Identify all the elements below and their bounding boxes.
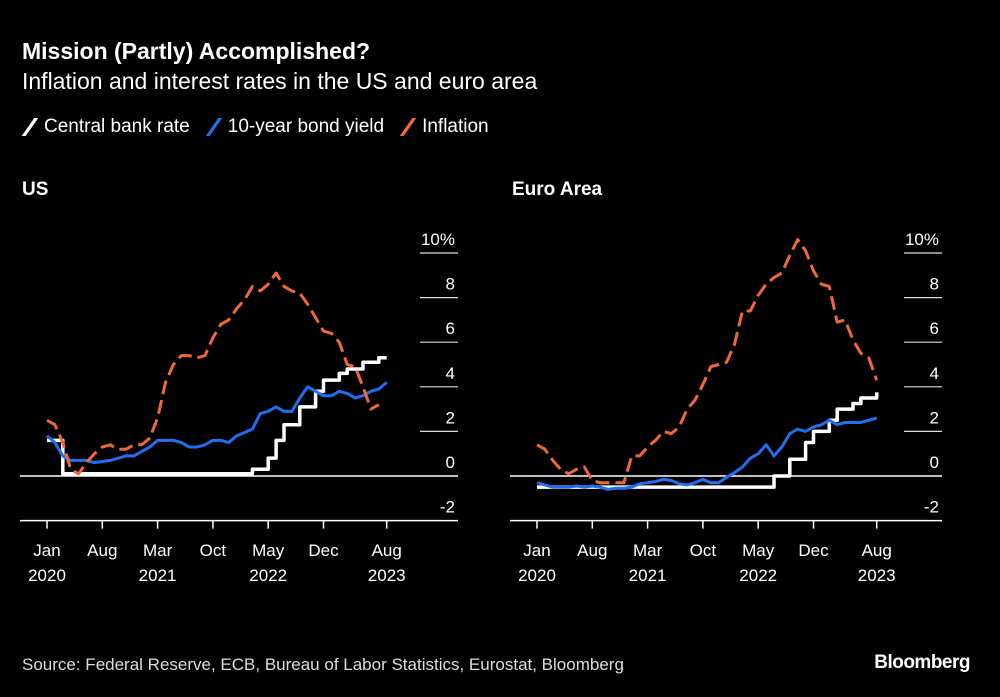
euro-bond-yield-line bbox=[536, 416, 878, 491]
chart-title: Mission (Partly) Accomplished? bbox=[22, 38, 371, 64]
chart-subtitle: Inflation and interest rates in the US a… bbox=[22, 68, 538, 94]
us-bond-yield-line bbox=[46, 381, 388, 465]
x-tick-label: Jan bbox=[523, 541, 550, 560]
x-tick-label: Aug bbox=[577, 541, 607, 560]
panel-title-euro-area: Euro Area bbox=[512, 179, 603, 200]
y-tick-label: 8 bbox=[930, 275, 939, 294]
y-tick-label: 8 bbox=[446, 275, 455, 294]
euro-inflation-line bbox=[536, 238, 879, 485]
bloomberg-logo: Bloomberg bbox=[874, 652, 970, 673]
x-tick-label: Oct bbox=[200, 541, 227, 560]
x-tick-label: Dec bbox=[308, 541, 339, 560]
legend-item-central-bank-rate: Central bank rate bbox=[21, 116, 190, 138]
us-inflation-line bbox=[46, 271, 380, 476]
y-tick-label: 10% bbox=[905, 230, 939, 249]
x-tick-year: 2022 bbox=[739, 566, 777, 585]
panel-title-us: US bbox=[22, 179, 49, 200]
y-tick-label: 2 bbox=[446, 408, 455, 427]
x-tick-year: 2020 bbox=[28, 566, 66, 585]
y-tick-label: 4 bbox=[930, 364, 939, 383]
legend-label: Central bank rate bbox=[44, 116, 190, 137]
x-tick-label: Mar bbox=[633, 541, 663, 560]
y-tick-label: 2 bbox=[930, 408, 939, 427]
legend-item-bond-yield: 10-year bond yield bbox=[205, 116, 385, 138]
legend-item-inflation: Inflation bbox=[399, 116, 489, 138]
y-tick-label: -2 bbox=[924, 498, 939, 517]
x-tick-label: Aug bbox=[87, 541, 117, 560]
x-tick-label: May bbox=[252, 541, 285, 560]
legend: Central bank rate 10-year bond yield Inf… bbox=[21, 116, 489, 138]
y-tick-label: -2 bbox=[440, 498, 455, 517]
x-tick-label: May bbox=[742, 541, 775, 560]
y-tick-label: 4 bbox=[446, 364, 455, 383]
x-tick-label: Aug bbox=[372, 541, 402, 560]
x-tick-label: Jan bbox=[33, 541, 60, 560]
y-tick-label: 6 bbox=[930, 319, 939, 338]
x-tick-year: 2020 bbox=[518, 566, 556, 585]
x-tick-year: 2023 bbox=[368, 566, 406, 585]
y-tick-label: 0 bbox=[930, 453, 939, 472]
x-tick-label: Mar bbox=[143, 541, 173, 560]
legend-label: Inflation bbox=[422, 116, 489, 137]
x-tick-year: 2023 bbox=[858, 566, 896, 585]
legend-label: 10-year bond yield bbox=[227, 116, 385, 137]
y-tick-label: 10% bbox=[421, 230, 455, 249]
x-tick-year: 2021 bbox=[139, 566, 177, 585]
us-central-bank-rate-line bbox=[47, 356, 387, 476]
x-tick-label: Dec bbox=[798, 541, 829, 560]
y-tick-label: 6 bbox=[446, 319, 455, 338]
x-tick-label: Oct bbox=[690, 541, 717, 560]
y-tick-label: 0 bbox=[446, 453, 455, 472]
x-tick-year: 2022 bbox=[249, 566, 287, 585]
source-note: Source: Federal Reserve, ECB, Bureau of … bbox=[22, 655, 624, 674]
x-tick-year: 2021 bbox=[629, 566, 667, 585]
x-tick-label: Aug bbox=[862, 541, 892, 560]
